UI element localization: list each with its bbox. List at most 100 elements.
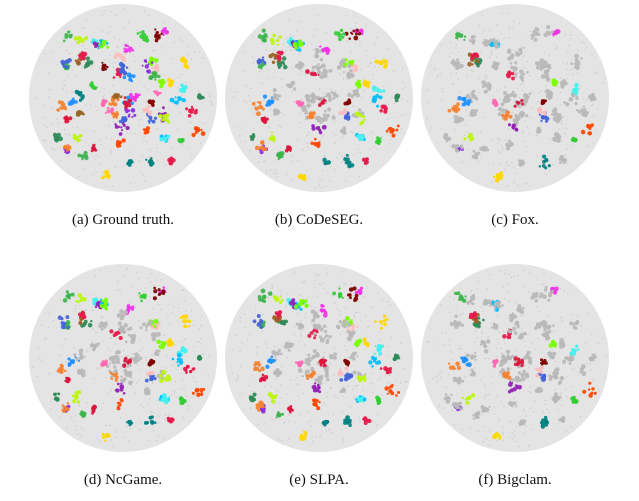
community-cluster — [100, 359, 108, 368]
community-cluster — [468, 311, 478, 320]
community-cluster — [548, 371, 565, 386]
community-cluster — [518, 419, 527, 427]
community-cluster — [354, 286, 364, 296]
community-cluster — [257, 28, 268, 43]
community-cluster — [61, 402, 70, 414]
community-cluster — [145, 370, 155, 377]
community-cluster — [76, 368, 86, 378]
community-cluster — [63, 115, 73, 124]
community-cluster — [262, 94, 275, 107]
communities-c — [443, 25, 597, 183]
community-cluster — [286, 80, 297, 91]
community-cluster — [100, 169, 111, 180]
community-cluster — [125, 419, 134, 427]
community-cluster — [569, 320, 580, 330]
community-cluster — [63, 143, 72, 152]
community-cluster — [510, 375, 523, 383]
community-cluster — [579, 364, 587, 377]
community-cluster — [362, 416, 372, 426]
community-cluster — [179, 56, 190, 70]
community-cluster — [272, 108, 281, 116]
community-cluster — [560, 79, 568, 89]
network-plot-e — [225, 264, 413, 452]
community-cluster — [492, 171, 504, 183]
community-cluster — [339, 387, 347, 394]
community-cluster — [138, 292, 147, 303]
community-cluster — [540, 69, 551, 82]
community-cluster — [122, 356, 133, 368]
community-cluster — [509, 61, 518, 76]
community-cluster — [373, 343, 385, 356]
community-cluster — [569, 344, 580, 357]
community-cluster — [311, 382, 322, 394]
community-cluster — [392, 353, 401, 362]
graph-disc-d — [29, 264, 217, 452]
community-cluster — [52, 132, 63, 143]
community-cluster — [325, 90, 339, 103]
community-cluster — [353, 338, 363, 348]
community-cluster — [150, 331, 161, 342]
community-cluster — [563, 92, 579, 107]
community-cluster — [322, 107, 336, 122]
community-cluster — [492, 432, 502, 440]
community-cluster — [297, 173, 307, 182]
community-cluster — [374, 136, 382, 146]
community-cluster — [258, 373, 269, 383]
graph-disc-a — [29, 4, 217, 192]
community-cluster — [346, 286, 359, 303]
community-cluster — [361, 157, 369, 165]
community-cluster — [191, 126, 206, 138]
community-cluster — [265, 355, 276, 369]
community-cluster — [275, 151, 285, 160]
community-cluster — [558, 416, 566, 423]
community-cluster — [505, 70, 515, 81]
community-cluster — [536, 126, 542, 134]
community-cluster — [465, 351, 477, 361]
community-cluster — [269, 33, 282, 47]
community-cluster — [116, 398, 124, 411]
panel-b: (b) CoDeSEG. — [221, 0, 417, 240]
community-cluster — [116, 309, 129, 321]
community-cluster — [534, 365, 544, 378]
community-cluster — [118, 61, 129, 76]
community-cluster — [72, 133, 83, 143]
caption-c: (c) Fox. — [491, 212, 539, 228]
community-cluster — [284, 145, 292, 153]
community-cluster — [67, 97, 78, 106]
community-cluster — [310, 137, 321, 149]
community-cluster — [56, 363, 67, 375]
community-cluster — [142, 104, 153, 116]
community-cluster — [295, 322, 305, 330]
community-cluster — [479, 145, 490, 152]
community-cluster — [515, 46, 525, 57]
community-cluster — [539, 415, 550, 429]
community-cluster — [452, 376, 465, 385]
community-cluster — [100, 98, 108, 107]
community-cluster — [375, 395, 382, 405]
community-cluster — [294, 61, 305, 71]
community-cluster — [318, 367, 330, 382]
community-cluster — [337, 366, 349, 377]
panel-c: (c) Fox. — [417, 0, 613, 240]
community-cluster — [272, 295, 284, 304]
community-cluster — [508, 312, 518, 323]
community-cluster — [443, 132, 452, 143]
community-cluster — [503, 90, 518, 99]
panel-d: (d) NcGame. — [25, 260, 221, 500]
community-cluster — [513, 356, 525, 368]
community-cluster — [147, 99, 156, 108]
community-cluster — [123, 43, 135, 54]
community-cluster — [249, 132, 256, 142]
community-cluster — [114, 382, 126, 395]
communities-d — [52, 286, 206, 442]
community-cluster — [113, 51, 127, 63]
community-cluster — [536, 106, 547, 116]
network-plot-f — [421, 264, 609, 452]
community-cluster — [463, 132, 475, 142]
community-cluster — [355, 134, 365, 142]
community-cluster — [372, 85, 386, 94]
community-cluster — [493, 300, 504, 310]
community-cluster — [469, 108, 478, 118]
community-cluster — [153, 90, 162, 97]
community-cluster — [553, 394, 562, 402]
